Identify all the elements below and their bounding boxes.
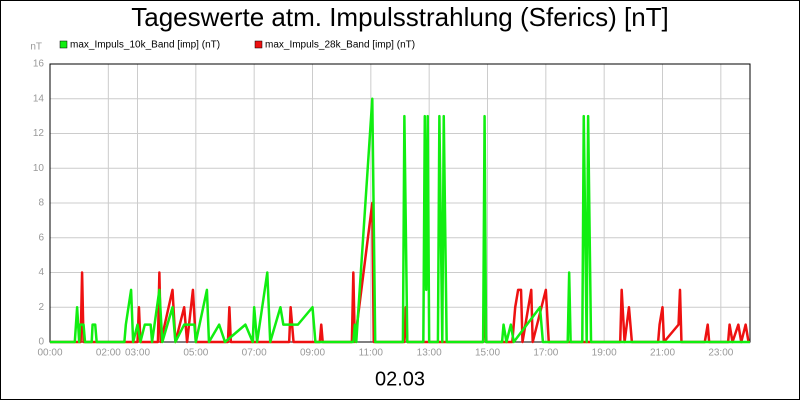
series-line bbox=[50, 97, 750, 344]
y-tick-label: 4 bbox=[38, 267, 44, 278]
y-tick-label: 14 bbox=[33, 93, 45, 104]
chart-title: Tageswerte atm. Impulsstrahlung (Sferics… bbox=[131, 2, 669, 32]
legend-label: max_Impuls_10k_Band [imp] (nT) bbox=[70, 40, 220, 51]
x-tick-label: 19:00 bbox=[592, 348, 617, 359]
legend-swatch bbox=[254, 40, 263, 49]
x-tick-label: 15:00 bbox=[475, 348, 500, 359]
x-tick-label: 03:00 bbox=[125, 348, 150, 359]
x-tick-label: 23:00 bbox=[708, 348, 733, 359]
x-axis-label: 02.03 bbox=[375, 368, 425, 390]
x-tick-label: 09:00 bbox=[300, 348, 325, 359]
x-tick-label: 21:00 bbox=[650, 348, 675, 359]
y-tick-label: 12 bbox=[33, 128, 45, 139]
x-tick-label: 07:00 bbox=[242, 348, 267, 359]
legend: max_Impuls_10k_Band [imp] (nT) max_Impuls… bbox=[59, 40, 415, 51]
legend-swatch bbox=[59, 40, 68, 49]
y-tick-label: 2 bbox=[38, 302, 44, 313]
x-tick-label: 02:00 bbox=[96, 348, 121, 359]
y-tick-label: 8 bbox=[38, 198, 44, 209]
x-tick-label: 11:00 bbox=[359, 348, 384, 359]
x-tick-label: 05:00 bbox=[183, 348, 208, 359]
y-tick-label: 6 bbox=[38, 232, 44, 243]
y-tick-label: 10 bbox=[33, 163, 45, 174]
y-tick-label: 0 bbox=[38, 337, 44, 348]
y-tick-label: 16 bbox=[33, 59, 45, 70]
y-axis-label: nT bbox=[30, 42, 42, 53]
x-tick-label: 00:00 bbox=[37, 348, 62, 359]
x-tick-label: 17:00 bbox=[533, 348, 558, 359]
legend-label: max_Impuls_28k_Band [imp] (nT) bbox=[265, 40, 415, 51]
x-tick-label: 13:00 bbox=[417, 348, 442, 359]
plot-area: 0 2 4 6 8 10 12 14 16 00:00 02:00 03:00 05:00 07:00 09… bbox=[33, 59, 751, 359]
